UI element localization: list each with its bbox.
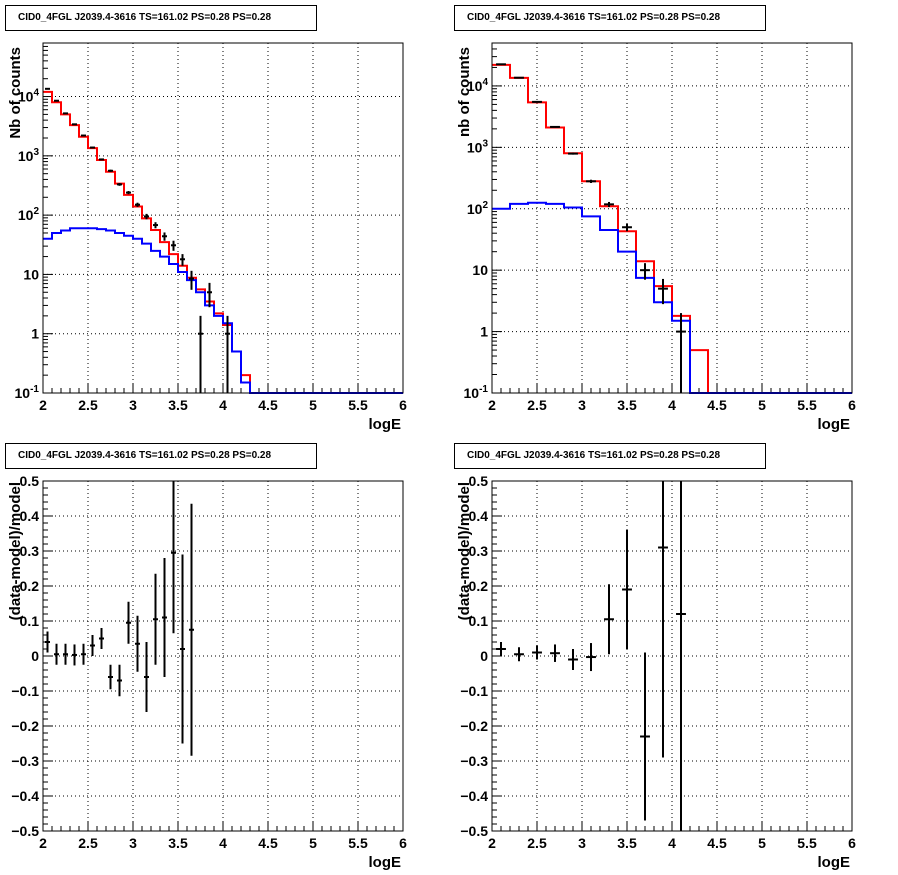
y-tick-label: 102 (18, 206, 40, 223)
y-tick-label: 0.5 (20, 473, 40, 489)
y-tick-label: −0.4 (11, 788, 39, 804)
plot-frame (491, 42, 853, 394)
panel-title-4: CID0_4FGL J2039.4-3616 TS=161.02 PS=0.28… (454, 443, 766, 469)
x-tick-label: 5.5 (348, 835, 368, 851)
x-tick-label: 6 (848, 397, 856, 413)
x-tick-label: 4.5 (707, 835, 727, 851)
x-tick-label: 4 (219, 835, 227, 851)
y-tick-label: 0.1 (469, 613, 489, 629)
x-tick-label: 2 (488, 835, 496, 851)
y-tick-label: −0.2 (11, 718, 39, 734)
panel-title-2: CID0_4FGL J2039.4-3616 TS=161.02 PS=0.28… (454, 5, 766, 31)
x-axis-label: logE (818, 854, 851, 871)
y-tick-label: 0 (31, 648, 39, 664)
y-tick-label: 0.4 (469, 508, 489, 524)
plot-frame (42, 480, 404, 832)
x-tick-label: 5 (758, 397, 766, 413)
x-tick-label: 3 (578, 835, 586, 851)
y-tick-label: −0.5 (460, 823, 488, 839)
x-tick-label: 2.5 (527, 835, 547, 851)
y-tick-label: 0.1 (20, 613, 40, 629)
y-tick-label: −0.3 (11, 753, 39, 769)
x-tick-label: 3.5 (617, 397, 637, 413)
x-tick-label: 2.5 (527, 397, 547, 413)
y-tick-label: 102 (467, 200, 489, 217)
y-axis-label: nb of counts (456, 47, 473, 137)
y-tick-label: −0.3 (460, 753, 488, 769)
x-tick-label: 6 (848, 835, 856, 851)
y-tick-label: 10 (23, 266, 39, 282)
y-axis-label: (data-model)/model (7, 482, 24, 620)
y-tick-label: 1 (31, 326, 39, 342)
y-axis-label: (data-model)/model (456, 482, 473, 620)
y-tick-label: −0.2 (460, 718, 488, 734)
x-tick-label: 4 (668, 835, 676, 851)
plot-frame (491, 480, 853, 832)
x-tick-label: 3 (129, 835, 137, 851)
x-tick-label: 4.5 (258, 835, 278, 851)
y-tick-label: −0.5 (11, 823, 39, 839)
x-tick-label: 2.5 (78, 835, 98, 851)
y-tick-label: 104 (18, 88, 40, 105)
x-tick-label: 5 (309, 835, 317, 851)
y-tick-label: 0.5 (469, 473, 489, 489)
y-tick-label: 0.4 (20, 508, 40, 524)
panel-3: 2 2.5 3 3.5 4 4.5 5 5.5 6 −0.5 −0.4 −0.3 −0.2 −0.1 0 0.… (7, 473, 407, 871)
x-axis-label: logE (369, 854, 402, 871)
y-tick-label: −0.4 (460, 788, 488, 804)
y-tick-label: 0.3 (469, 543, 489, 559)
panel-title-1: CID0_4FGL J2039.4-3616 TS=161.02 PS=0.28… (5, 5, 317, 31)
x-tick-label: 6 (399, 835, 407, 851)
y-tick-label: −0.1 (460, 683, 488, 699)
x-tick-label: 5.5 (797, 397, 817, 413)
x-tick-label: 4.5 (707, 397, 727, 413)
x-tick-label: 2 (488, 397, 496, 413)
plot-frame (42, 42, 404, 394)
x-axis-label: logE (369, 416, 402, 433)
background-model-histogram (43, 227, 403, 394)
x-tick-label: 5.5 (348, 397, 368, 413)
x-tick-label: 5.5 (797, 835, 817, 851)
panel-title-3: CID0_4FGL J2039.4-3616 TS=161.02 PS=0.28… (5, 443, 317, 469)
x-tick-label: 4 (668, 397, 676, 413)
y-tick-label: 0.3 (20, 543, 40, 559)
panel-2: 2 2.5 3 3.5 4 4.5 5 5.5 6 10-1 1 10 102 103 104 logE nb … (456, 42, 856, 433)
x-tick-label: 4 (219, 397, 227, 413)
x-tick-label: 3.5 (617, 835, 637, 851)
panel-1: 2 2.5 3 3.5 4 4.5 5 5.5 6 10-1 1 10 102 103 104 logE Nb … (7, 42, 407, 433)
x-tick-label: 5 (309, 397, 317, 413)
y-tick-label: 0.2 (20, 578, 40, 594)
x-axis-label: logE (818, 416, 851, 433)
y-tick-label: 104 (467, 77, 489, 94)
y-tick-label: 0.2 (469, 578, 489, 594)
x-tick-label: 2 (39, 835, 47, 851)
x-tick-label: 3.5 (168, 397, 188, 413)
x-tick-label: 2 (39, 397, 47, 413)
y-tick-label: 10 (472, 262, 488, 278)
y-tick-label: 103 (18, 147, 40, 164)
y-tick-label: 10-1 (464, 384, 489, 401)
x-tick-label: 3 (129, 397, 137, 413)
x-tick-label: 2.5 (78, 397, 98, 413)
y-tick-label: −0.1 (11, 683, 39, 699)
y-tick-label: 1 (480, 324, 488, 340)
y-tick-label: 0 (480, 648, 488, 664)
y-tick-label: 10-1 (15, 384, 40, 401)
y-axis-label: Nb of counts (7, 47, 24, 139)
panel-4: 2 2.5 3 3.5 4 4.5 5 5.5 6 −0.5 −0.4 −0.3 −0.2 −0.1 0 0.… (456, 473, 856, 871)
y-tick-label: 103 (467, 138, 489, 155)
x-tick-label: 5 (758, 835, 766, 851)
x-tick-label: 6 (399, 397, 407, 413)
x-tick-label: 4.5 (258, 397, 278, 413)
x-tick-label: 3.5 (168, 835, 188, 851)
x-tick-label: 3 (578, 397, 586, 413)
